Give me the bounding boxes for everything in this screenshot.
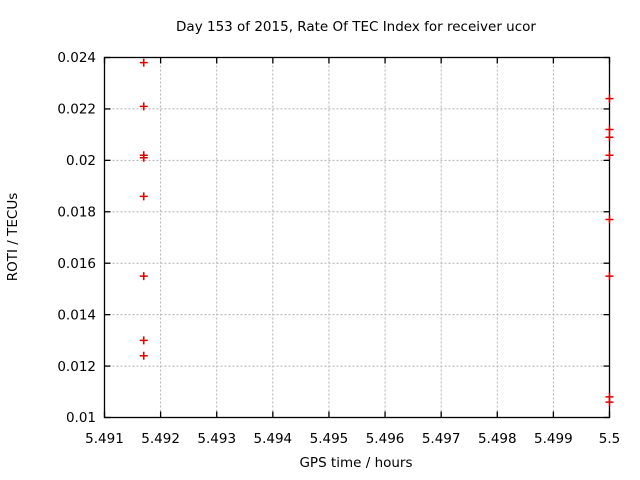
data-point-marker [605, 215, 614, 224]
data-point-marker [139, 153, 148, 162]
y-tick-label: 0.012 [57, 359, 96, 375]
data-point-marker [605, 398, 614, 407]
chart-title: Day 153 of 2015, Rate Of TEC Index for r… [176, 19, 536, 35]
plot-area: 5.491 5.492 5.493 5.494 5.495 5.496 5.497 5.498… [57, 50, 620, 447]
data-point-marker [139, 102, 148, 111]
data-point-marker [139, 336, 148, 345]
data-point-marker [139, 192, 148, 201]
x-tick-label: 5.499 [534, 431, 573, 447]
x-axis-label: GPS time / hours [299, 455, 412, 471]
data-point-marker [139, 351, 148, 360]
data-point-marker [139, 58, 148, 67]
x-tick-label: 5.494 [254, 431, 293, 447]
x-tick-label: 5.491 [85, 431, 124, 447]
plot-border [103, 56, 611, 419]
x-tick-label: 5.496 [366, 431, 405, 447]
x-tick-label: 5.493 [197, 431, 236, 447]
y-axis-label: ROTI / TECUs [5, 193, 21, 281]
x-tick-label: 5.5 [599, 431, 620, 447]
y-tick-label: 0.02 [66, 153, 96, 169]
x-tick-label: 5.497 [422, 431, 461, 447]
y-tick-label: 0.022 [57, 102, 96, 118]
y-tick-label: 0.018 [57, 205, 96, 221]
data-point-marker [605, 133, 614, 142]
data-point-marker [605, 125, 614, 134]
x-tick-label: 5.495 [310, 431, 349, 447]
data-point-marker [605, 94, 614, 103]
data-point-marker [139, 272, 148, 281]
x-tick-label: 5.492 [141, 431, 180, 447]
data-point-marker [605, 272, 614, 281]
y-tick-label: 0.016 [57, 256, 96, 272]
y-tick-label: 0.014 [57, 307, 96, 323]
y-tick-label: 0.024 [57, 50, 96, 66]
y-tick-label: 0.01 [66, 410, 96, 426]
data-point-marker [605, 151, 614, 160]
x-tick-label: 5.498 [478, 431, 517, 447]
